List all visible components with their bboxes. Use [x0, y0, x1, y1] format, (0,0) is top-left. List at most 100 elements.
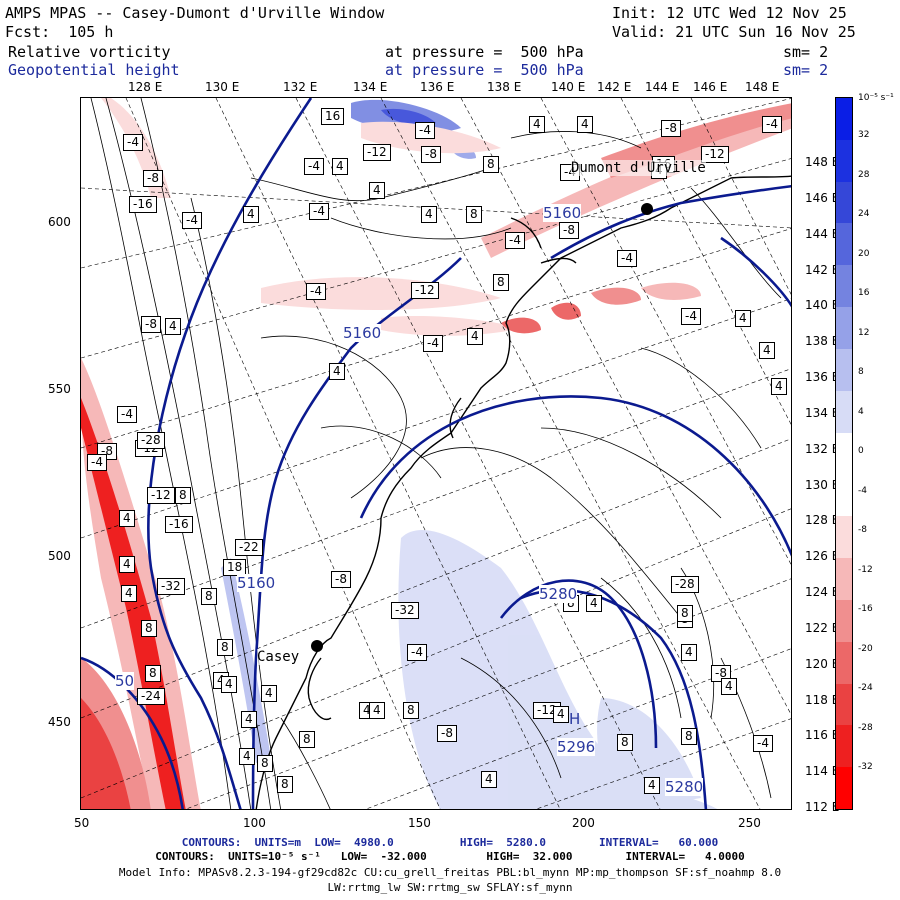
colorbar-segment — [836, 265, 852, 308]
x-tick-label: 50 — [74, 816, 90, 830]
lon-right-label: 120 E — [805, 656, 840, 671]
lon-right-label: 114 E — [805, 764, 840, 779]
vorticity-contour-label: -4 — [123, 134, 143, 151]
vorticity-contour-label: 4 — [221, 676, 237, 693]
height-contour-ne — [720, 236, 791, 308]
vorticity-contour-label: -12 — [411, 282, 439, 299]
vorticity-contour-label: 4 — [586, 595, 602, 612]
vorticity-contour-label: 4 — [243, 206, 259, 223]
vorticity-contour-label: -8 — [711, 665, 731, 682]
lon-right-label: 118 E — [805, 692, 840, 707]
height-contour-label: 5160 — [543, 204, 582, 222]
vorticity-contour-label: 4 — [481, 771, 497, 788]
colorbar-label: -4 — [858, 485, 867, 496]
vorticity-contour-label: 4 — [239, 748, 255, 765]
colorbar-segment — [836, 599, 852, 643]
vorticity-contour-label: 4 — [241, 711, 257, 728]
height-contour-label: 50 — [115, 672, 135, 690]
height-contour-5160c — [550, 184, 791, 260]
colorbar-label: 28 — [858, 169, 870, 180]
vorticity-contour-label: -4 — [681, 308, 701, 325]
map-plot-area[interactable]: 16-444-12-8-48444816-8-12-44-4-44-4-4-8-… — [80, 97, 792, 810]
vorticity-spot-2 — [551, 302, 581, 320]
vorticity-contour-label: 4 — [421, 206, 437, 223]
height-contour-5160a — [147, 98, 313, 809]
vorticity-contour-label: 16 — [321, 108, 345, 125]
vorticity-contour-label: -12 — [701, 146, 729, 163]
vorticity-contour-label: 8 — [483, 156, 499, 173]
height-contour-label: 5160 — [343, 324, 382, 342]
vorticity-contour-label: -12 — [147, 487, 175, 504]
vorticity-contour-label: -16 — [129, 196, 157, 213]
vorticity-contour-label: -4 — [117, 406, 137, 423]
field2-level: at pressure = 500 hPa — [385, 61, 584, 79]
vorticity-contour-label: 4 — [121, 585, 137, 602]
lon-top-label: 148 E — [745, 80, 780, 94]
vorticity-spot-4 — [641, 282, 701, 300]
lon-right-label: 122 E — [805, 620, 840, 635]
vorticity-contour-label: -4 — [505, 232, 525, 249]
vorticity-contour-label: -4 — [306, 283, 326, 300]
vorticity-contour-label: -4 — [423, 335, 443, 352]
vorticity-contour-label: 8 — [681, 728, 697, 745]
colorbar-label: 12 — [858, 327, 870, 338]
vorticity-contour-label: 8 — [277, 776, 293, 793]
colorbar-segment — [836, 474, 852, 517]
valid-time: Valid: 21 UTC Sun 16 Nov 25 — [612, 23, 856, 41]
colorbar-segment — [836, 98, 852, 141]
x-tick-label: 200 — [572, 816, 595, 830]
vorticity-area-16-core — [381, 108, 436, 125]
vorticity-contour-label: 4 — [721, 678, 737, 695]
y-tick-label: 450 — [48, 715, 71, 729]
vorticity-contour-label: -24 — [137, 688, 165, 705]
vorticity-contour-label: 4 — [759, 342, 775, 359]
colorbar-label: 24 — [858, 209, 870, 219]
colorbar-segment — [836, 348, 852, 392]
lon-top-label: 128 E — [128, 80, 163, 94]
colorbar-segment — [836, 641, 852, 685]
colorbar-label: 8 — [858, 367, 864, 377]
vorticity-area-8 — [398, 530, 718, 809]
field1-level: at pressure = 500 hPa — [385, 43, 584, 61]
colorbar-label: 4 — [858, 406, 864, 417]
vorticity-contour-label: 4 — [529, 116, 545, 133]
station-label: Dumont d'Urville — [571, 160, 706, 176]
vorticity-contour-label: 8 — [141, 620, 157, 637]
colorbar-label: 32 — [858, 130, 870, 140]
lon-right-label: 138 E — [805, 334, 840, 349]
colorbar-label: 16 — [858, 288, 870, 298]
vorticity-contour-label: 18 — [223, 559, 247, 576]
vorticity-contour-label: 4 — [261, 685, 277, 702]
lon-right-label: 146 E — [805, 190, 840, 205]
vorticity-area-neg-core — [81, 398, 186, 809]
init-time: Init: 12 UTC Wed 12 Nov 25 — [612, 4, 847, 22]
vorticity-contour-label: -8 — [559, 222, 579, 239]
lon-right-label: 136 E — [805, 370, 840, 384]
height-contour-label: 5160 — [237, 574, 276, 592]
vorticity-contour-label: -8 — [141, 316, 161, 333]
vorticity-contour-label: -4 — [617, 250, 637, 267]
vorticity-contour-label: -4 — [87, 454, 107, 471]
vorticity-colorbar — [835, 97, 853, 810]
height-contour-label: 5296 — [557, 738, 596, 756]
lon-top-label: 130 E — [205, 80, 240, 94]
lon-top-label: 146 E — [693, 80, 728, 94]
colorbar-segment — [836, 725, 852, 768]
vorticity-band-ne-core — [601, 103, 791, 178]
vorticity-contour-label: -22 — [235, 539, 263, 556]
vorticity-contour-label: 8 — [466, 206, 482, 223]
vorticity-contour-label: -16 — [165, 516, 193, 533]
vorticity-contour-label: 4 — [644, 777, 660, 794]
lon-right-label: 128 E — [805, 513, 840, 528]
height-contour-sw — [81, 656, 184, 809]
vorticity-contour-label: -8 — [421, 146, 441, 163]
lon-right-label: 144 E — [805, 226, 840, 241]
vorticity-contour-label: 8 — [175, 487, 191, 504]
colorbar-segment — [836, 307, 852, 350]
vorticity-contour-label: 8 — [299, 731, 315, 748]
vorticity-contour-label: 4 — [553, 706, 569, 723]
vorticity-area-8c — [221, 558, 271, 763]
vorticity-contour-label: 4 — [577, 116, 593, 133]
footer-physics-info: LW:rrtmg_lw SW:rrtmg_sw SFLAY:sf_mynn — [327, 881, 573, 894]
vorticity-contour-label: -4 — [415, 122, 435, 139]
